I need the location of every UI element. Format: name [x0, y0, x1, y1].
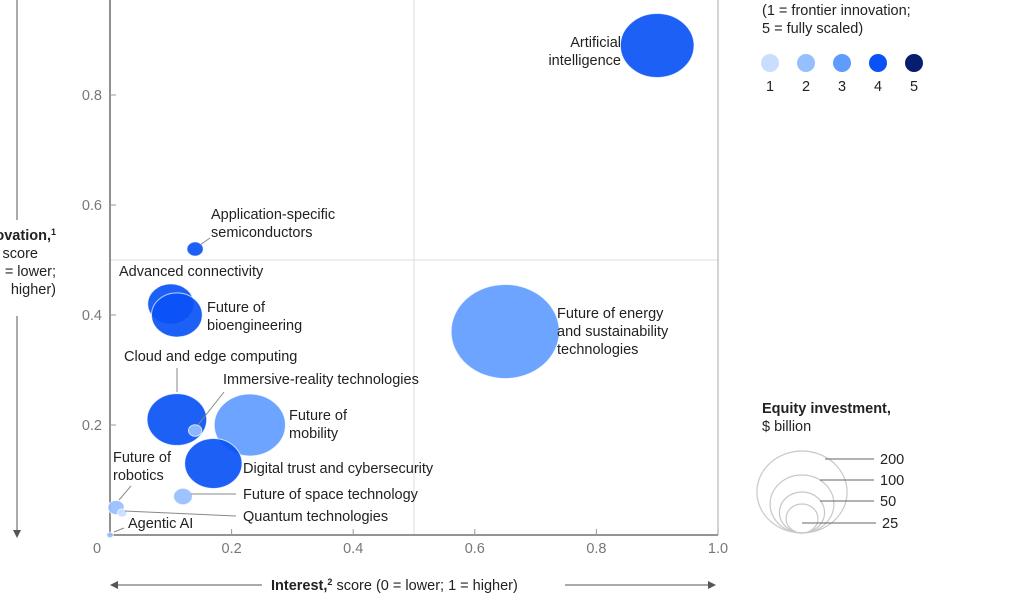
color-legend-label: 3: [838, 79, 846, 95]
color-legend-text: (1 = frontier innovation;: [762, 3, 911, 19]
y-axis-label: higher): [11, 282, 56, 298]
size-legend-circle: [785, 503, 819, 534]
y-axis-label: ovation,1: [0, 227, 56, 244]
bubble-group: [450, 283, 560, 380]
bubble-label: Digital trust and cybersecurity: [243, 461, 434, 477]
bubble-group: [173, 487, 236, 506]
x-tick-label: 0.2: [222, 541, 242, 557]
color-legend-label: 5: [910, 79, 918, 95]
color-legend-swatch: [905, 54, 923, 72]
bubble-label: and sustainability: [557, 324, 669, 340]
color-legend-label: 4: [874, 79, 882, 95]
bubble-label: Future of space technology: [243, 487, 419, 503]
bubble-point: [450, 283, 560, 380]
bubble-label: robotics: [113, 468, 164, 484]
bubble-label: Future of: [289, 408, 348, 424]
bubble-group: [619, 12, 695, 79]
bubble-point: [173, 487, 193, 506]
size-legend-subtitle: $ billion: [762, 419, 811, 435]
y-tick-label: 0.2: [82, 418, 102, 434]
color-legend-text: 5 = fully scaled): [762, 21, 863, 37]
y-tick-label: 0.4: [82, 308, 102, 324]
bubble-group: [150, 292, 203, 338]
arrow-down-icon: [13, 530, 21, 538]
x-tick-label: 0.8: [586, 541, 606, 557]
bubble-label: Cloud and edge computing: [124, 349, 297, 365]
bubble-point: [146, 393, 208, 446]
bubble-label: Future of: [113, 450, 172, 466]
bubble-point: [184, 438, 243, 489]
leader-line: [124, 510, 237, 517]
leader-line: [199, 237, 211, 246]
bubble-label: Artificial: [570, 35, 621, 51]
x-axis-label: Interest,2 score (0 = lower; 1 = higher): [271, 577, 518, 594]
bubble-label: Quantum technologies: [243, 509, 388, 525]
bubble-group: [186, 237, 211, 257]
bubble-label: bioengineering: [207, 318, 302, 334]
bubble-label: Advanced connectivity: [119, 264, 264, 280]
leader-line: [197, 391, 225, 426]
bubble-group: [187, 391, 225, 437]
bubble-group: [116, 508, 237, 518]
bubble-group: [184, 438, 243, 489]
bubble-label: Future of: [207, 300, 266, 316]
x-tick-label: 0.6: [465, 541, 485, 557]
bubble-label: intelligence: [548, 53, 621, 69]
color-legend-label: 2: [802, 79, 810, 95]
bubble-group: [213, 393, 286, 457]
bubble-point: [213, 393, 286, 457]
size-legend-title: Equity investment,: [762, 401, 891, 417]
bubble-label: mobility: [289, 426, 339, 442]
x-tick-label: 0.4: [343, 541, 363, 557]
bubble-label: Agentic AI: [128, 516, 193, 532]
color-legend-swatch: [761, 54, 779, 72]
color-legend-swatch: [869, 54, 887, 72]
y-tick-label: 0.8: [82, 88, 102, 104]
bubble-label: Future of energy: [557, 306, 664, 322]
color-legend-swatch: [797, 54, 815, 72]
size-legend-label: 200: [880, 452, 904, 468]
size-legend-label: 25: [882, 516, 898, 532]
x-tick-label: 1.0: [708, 541, 728, 557]
bubble-point: [106, 531, 114, 539]
arrow-right-icon: [708, 581, 716, 589]
bubble-point: [619, 12, 695, 79]
bubble-group: [106, 527, 125, 539]
size-legend-label: 50: [880, 494, 896, 510]
leader-line: [118, 485, 132, 501]
bubble-point: [186, 241, 204, 257]
color-legend-swatch: [833, 54, 851, 72]
color-legend-label: 1: [766, 79, 774, 95]
bubble-point: [116, 508, 128, 518]
bubble-label: Immersive-reality technologies: [223, 372, 419, 388]
leader-line: [113, 527, 125, 533]
bubble-label: technologies: [557, 342, 638, 358]
y-axis-label: = lower;: [5, 264, 56, 280]
bubble-point: [187, 424, 203, 437]
bubble-label: semiconductors: [211, 225, 313, 241]
y-axis-label: score: [3, 246, 38, 262]
x-tick-label: 0: [93, 541, 101, 557]
arrow-left-icon: [110, 581, 118, 589]
bubble-label: Application-specific: [211, 207, 335, 223]
size-legend-label: 100: [880, 473, 904, 489]
y-tick-label: 0.6: [82, 198, 102, 214]
bubble-point: [150, 292, 203, 338]
size-legend-circle: [778, 491, 826, 534]
